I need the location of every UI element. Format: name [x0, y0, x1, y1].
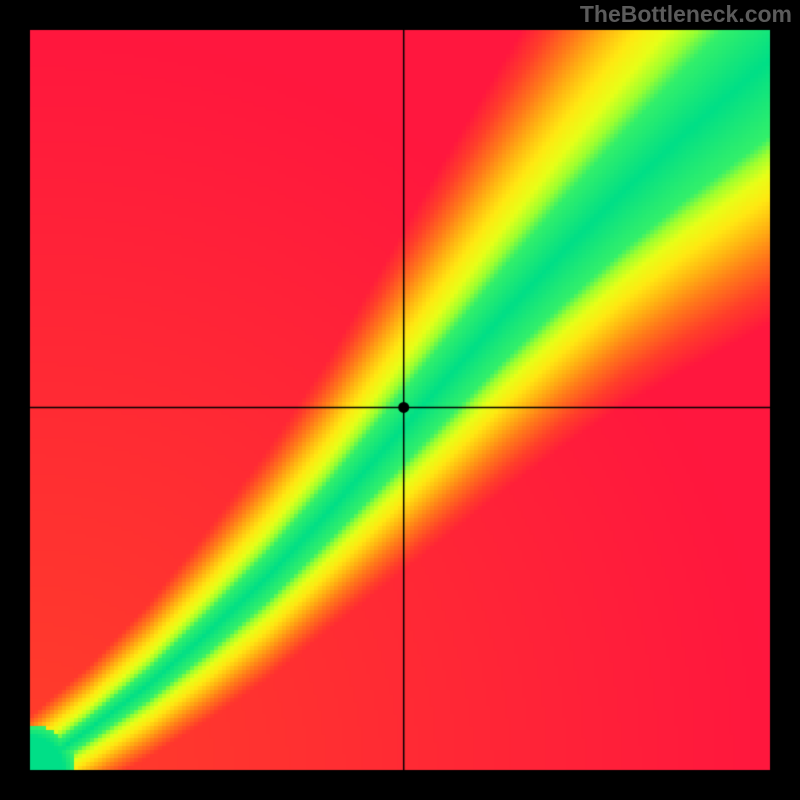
chart-container: { "canvas": { "width": 800, "height": 80… — [0, 0, 800, 800]
watermark-text: TheBottleneck.com — [580, 1, 792, 28]
bottleneck-heatmap-canvas — [0, 0, 800, 800]
